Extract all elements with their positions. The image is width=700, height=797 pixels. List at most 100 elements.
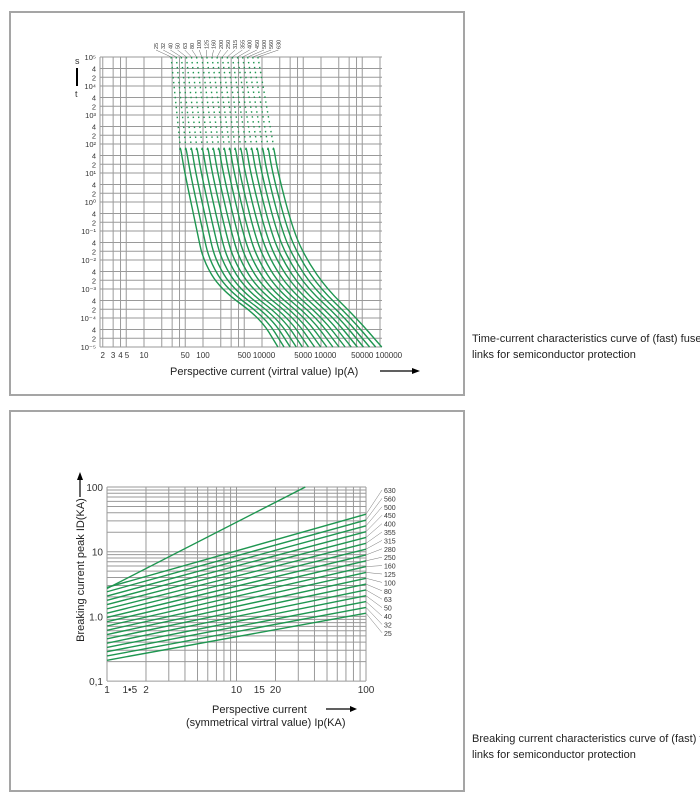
label-leader <box>221 49 229 58</box>
y-tick-label: 4 <box>92 326 96 335</box>
series-label-25: 25 <box>154 43 160 49</box>
curve-40 <box>190 147 291 348</box>
x-tick-label: 5000 <box>294 351 312 360</box>
label-leader <box>170 49 182 58</box>
y-tick-label: 2 <box>92 102 96 111</box>
series-label-450: 450 <box>384 513 396 520</box>
curve-400 <box>250 147 358 348</box>
series-label-63: 63 <box>183 43 189 49</box>
y-tick-label: 10⁴ <box>84 82 96 91</box>
y-tick-label: 4 <box>92 65 96 74</box>
series-line-100 <box>106 577 367 636</box>
series-label-630: 630 <box>276 40 282 49</box>
label-leader <box>198 49 202 58</box>
x-tick-label: 15 <box>254 685 266 696</box>
x-tick-label: 4 <box>118 351 123 360</box>
x-tick-label: 5 <box>125 351 130 360</box>
series-label-50: 50 <box>176 43 182 49</box>
y-tick-label: 4 <box>92 297 96 306</box>
series-label-500: 500 <box>384 505 396 512</box>
x-tick-label: 1 <box>104 685 110 696</box>
series-line-80 <box>106 583 367 640</box>
series-line-160 <box>106 565 367 627</box>
curve-32 <box>184 147 285 348</box>
curve-dotted-50 <box>185 56 198 145</box>
label-leader <box>252 49 272 58</box>
curve-dotted-500 <box>247 56 263 145</box>
x-tick-label: 50000 <box>351 351 374 360</box>
series-line-25 <box>106 612 367 661</box>
label-leader <box>365 498 383 521</box>
y-tick-label: 2 <box>92 160 96 169</box>
y-tick-label: 2 <box>92 189 96 198</box>
x-arrow-head-icon <box>350 706 357 712</box>
series-line-400 <box>106 536 367 606</box>
y-tick-label: 10³ <box>85 111 96 120</box>
series-label-63: 63 <box>384 597 392 604</box>
curve-450 <box>256 147 364 348</box>
curve-630 <box>272 147 383 348</box>
label-leader <box>184 49 192 58</box>
series-label-160: 160 <box>212 40 218 49</box>
label-leader <box>365 583 383 592</box>
label-leader <box>365 523 383 538</box>
label-leader <box>365 506 383 526</box>
x-tick-label: 500 <box>238 351 252 360</box>
label-leader <box>242 49 257 58</box>
time-current-caption: Time-current characteristics curve of (f… <box>472 331 700 363</box>
series-label-250: 250 <box>226 40 232 49</box>
curve-100 <box>212 147 316 348</box>
x-tick-label: 1•5 <box>123 685 138 696</box>
y-tick-label: 4 <box>92 94 96 103</box>
label-leader <box>365 613 383 633</box>
series-label-100: 100 <box>384 580 396 587</box>
series-label-32: 32 <box>161 43 167 49</box>
label-leader <box>365 540 383 550</box>
y-tick-label: 4 <box>92 210 96 219</box>
x-tick-label: 10 <box>231 685 243 696</box>
label-leader <box>365 515 383 532</box>
curve-125 <box>217 147 322 348</box>
y-tick-label: 2 <box>92 276 96 285</box>
x-axis-title-line2: (symmetrical virtral value) Ip(KA) <box>186 717 346 729</box>
series-line-32 <box>106 606 367 657</box>
curve-dotted-250 <box>221 56 236 145</box>
label-leader <box>365 489 383 515</box>
y-tick-label: 10⁰ <box>85 198 96 207</box>
y-tick-label: 1.0 <box>89 612 103 623</box>
x-tick-label: 10000 <box>253 351 276 360</box>
series-label-125: 125 <box>384 572 396 579</box>
series-label-80: 80 <box>384 589 392 596</box>
curve-315 <box>239 147 346 348</box>
series-label-40: 40 <box>168 43 174 49</box>
curve-50 <box>195 147 297 348</box>
series-line-40 <box>106 600 367 653</box>
series-label-560: 560 <box>269 40 275 49</box>
label-leader <box>365 589 383 600</box>
x-axis-title-line1: Perspective current <box>212 704 307 716</box>
y-tick-label: 10⁻⁵ <box>81 343 96 352</box>
series-line-355 <box>106 542 367 610</box>
y-arrow-head-icon <box>77 472 83 480</box>
y-axis-unit-t: t <box>75 89 78 99</box>
label-leader <box>365 595 383 608</box>
series-label-32: 32 <box>384 622 392 629</box>
curve-500 <box>261 147 371 348</box>
caption-line: Breaking current characteristics curve o… <box>472 733 700 745</box>
label-leader <box>155 49 172 58</box>
label-leader <box>257 49 279 58</box>
label-leader <box>163 49 177 58</box>
label-leader <box>365 578 383 583</box>
y-tick-label: 10¹ <box>85 169 96 178</box>
y-tick-label: 2 <box>92 73 96 82</box>
curve-dotted-160 <box>211 56 225 145</box>
y-tick-label: 10⁵ <box>85 53 96 62</box>
y-tick-label: 10⁻² <box>81 256 96 265</box>
y-tick-label: 2 <box>92 305 96 314</box>
series-label-125: 125 <box>204 40 210 49</box>
x-tick-label: 2 <box>101 351 106 360</box>
y-tick-label: 10² <box>85 140 96 149</box>
series-line-63 <box>106 589 367 644</box>
curve-dotted-63 <box>190 56 203 145</box>
